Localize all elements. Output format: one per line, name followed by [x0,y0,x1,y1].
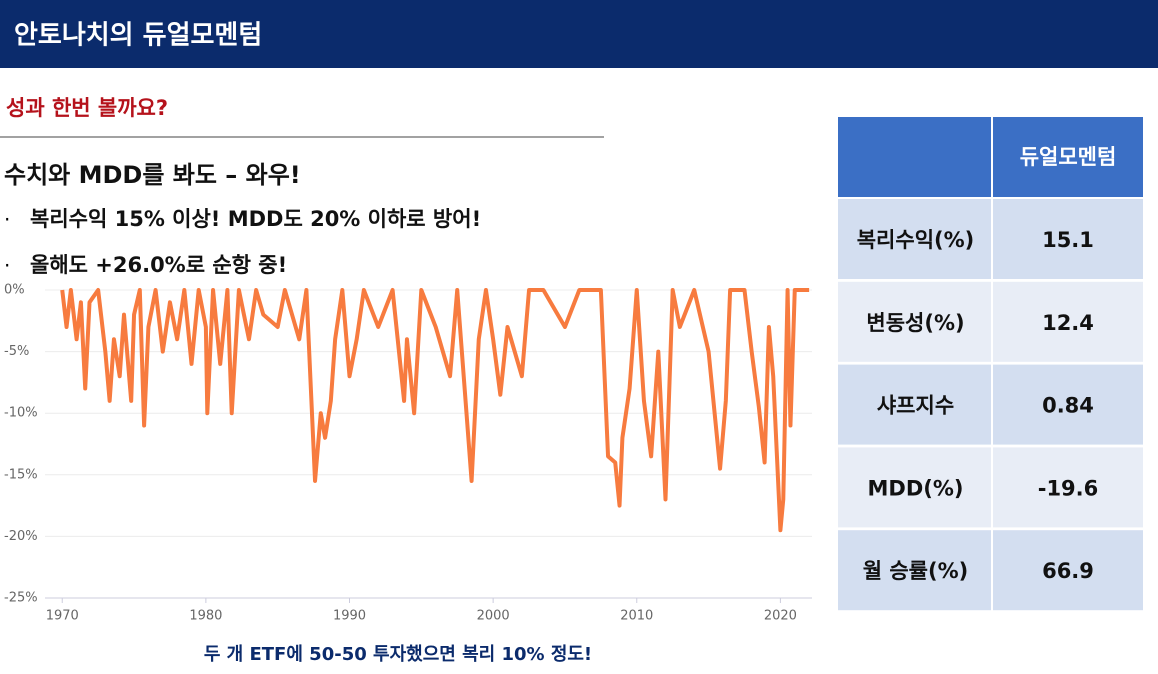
x-tick-label: 2000 [477,609,510,624]
table-cell-text: 월 승률(%) [863,559,969,583]
header-title: 안토나치의 듀얼모멘텀 [14,21,262,51]
y-tick-label: -20% [4,529,38,544]
table-cell [993,281,1143,362]
y-tick-label: -10% [4,406,38,421]
x-tick-label: 1990 [333,609,366,624]
x-tick-label: 1980 [189,609,222,624]
table-cell-text: 15.1 [1042,228,1094,252]
y-tick-label: -15% [4,467,38,482]
table-cell [838,281,991,362]
table-header-cell [993,117,1143,197]
header-bar [0,0,1158,68]
y-tick-label: 0% [4,283,25,298]
table-cell [993,199,1143,279]
bullet-dot: · [4,208,10,232]
x-tick-label: 2020 [764,609,797,624]
table-header-cell [838,117,991,197]
footnote: 두 개 ETF에 50-50 투자했으면 복리 10% 정도! [204,644,592,665]
table-cell-text: 12.4 [1042,311,1094,335]
x-tick-label: 2010 [620,609,653,624]
table-cell-text: 변동성(%) [866,311,964,335]
table-cell-text: MDD(%) [868,476,964,500]
subtitle: 성과 한번 볼까요? [6,96,168,120]
bullet: 올해도 +26.0%로 순항 중! [30,253,287,277]
table-cell [838,364,991,445]
table-cell-text: 0.84 [1042,394,1094,418]
table-cell-text: 샤프지수 [877,394,954,418]
table-cell [993,364,1143,445]
table-cell [838,530,991,611]
headline: 수치와 MDD를 봐도 – 와우! [4,161,301,189]
y-tick-label: -25% [4,591,38,606]
table-cell-text: 66.9 [1042,559,1094,583]
y-tick-label: -5% [4,344,29,359]
table-cell-text: 복리수익(%) [857,228,975,252]
x-tick-label: 1970 [46,609,79,624]
table-cell [838,447,991,528]
table-cell [993,447,1143,528]
bullet-dot: · [4,254,10,278]
bullet: 복리수익 15% 이상! MDD도 20% 이하로 방어! [30,207,481,231]
table-header: 듀얼모멘텀 [1020,145,1117,169]
table-cell-text: -19.6 [1038,476,1099,500]
table-cell [993,530,1143,611]
table-cell [838,199,991,279]
drawdown-line [60,288,810,533]
